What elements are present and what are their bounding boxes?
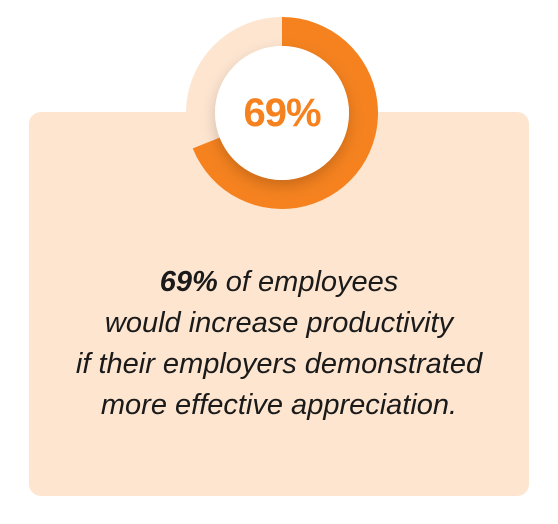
donut-center-label: 69% bbox=[243, 90, 321, 135]
caption-highlight: 69% bbox=[159, 266, 218, 298]
caption-line-4: more effective appreciation. bbox=[100, 389, 458, 421]
caption-line-2: would increase productivity bbox=[104, 307, 454, 339]
caption: 69% of employees would increase producti… bbox=[29, 262, 529, 426]
donut-center-disc bbox=[215, 46, 349, 180]
caption-line-1: 69% of employees bbox=[29, 262, 529, 303]
caption-line-1-rest: of employees bbox=[217, 266, 399, 298]
donut-value-slice bbox=[192, 17, 378, 209]
donut-remainder-slice bbox=[186, 17, 282, 149]
donut-svg bbox=[186, 17, 378, 209]
donut-chart: 69% bbox=[184, 8, 380, 218]
caption-line-3: if their employers demonstrated bbox=[75, 348, 483, 380]
